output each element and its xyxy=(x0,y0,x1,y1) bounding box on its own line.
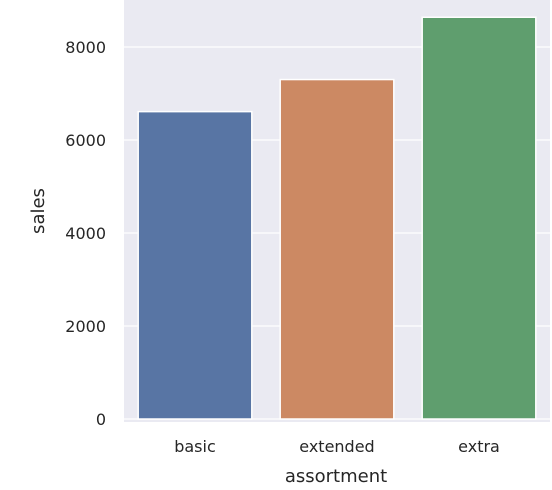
x-tick-label-basic: basic xyxy=(174,437,216,456)
bar-extra xyxy=(421,16,537,420)
bars xyxy=(137,16,537,420)
bar-extended xyxy=(279,78,395,420)
x-tick-labels: basic extended extra xyxy=(174,437,500,456)
bar-basic xyxy=(137,110,253,420)
y-tick-labels: 0 2000 4000 6000 8000 xyxy=(65,38,106,429)
y-axis-label: sales xyxy=(28,188,49,234)
x-tick-label-extended: extended xyxy=(299,437,374,456)
y-tick-label: 8000 xyxy=(65,38,106,57)
x-tick-label-extra: extra xyxy=(458,437,500,456)
x-axis-label: assortment xyxy=(285,466,387,487)
y-tick-label: 4000 xyxy=(65,224,106,243)
y-tick-label: 2000 xyxy=(65,317,106,336)
y-tick-label: 6000 xyxy=(65,131,106,150)
y-tick-label: 0 xyxy=(96,410,106,429)
